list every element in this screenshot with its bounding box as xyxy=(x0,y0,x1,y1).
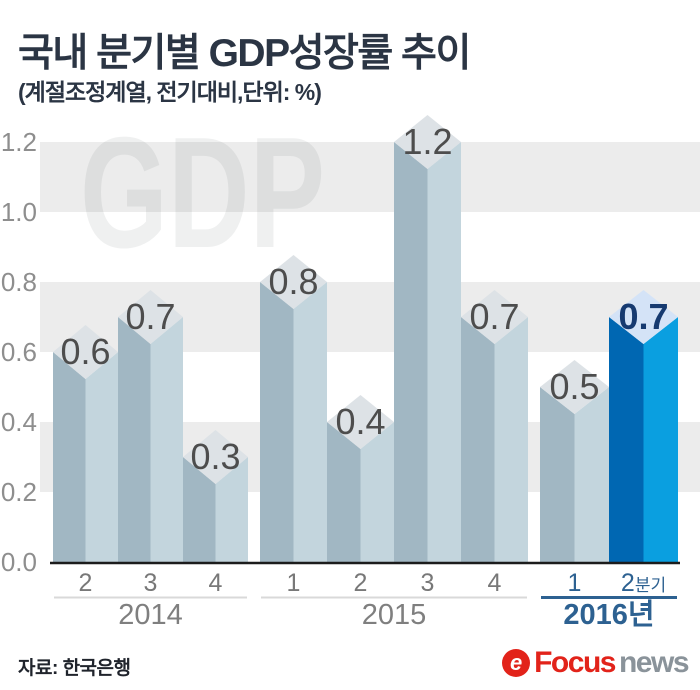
bar-left-face xyxy=(260,282,294,562)
chart-subtitle: (계절조정계열, 전기대비,단위: %) xyxy=(18,79,322,105)
bar-top-cap xyxy=(609,290,678,344)
grid-band xyxy=(40,142,700,212)
quarter-tick-label: 2분기 xyxy=(621,569,666,597)
bar-right-face xyxy=(150,317,183,562)
bar-left-face xyxy=(118,317,151,562)
bar-value-label: 0.6 xyxy=(60,331,110,372)
bar-top-cap xyxy=(53,325,118,379)
bar-right-face xyxy=(293,282,327,562)
bar-value-label: 1.2 xyxy=(402,121,452,162)
quarter-tick-label: 1 xyxy=(287,569,301,597)
y-axis-tick-label: 0.6 xyxy=(1,337,37,367)
y-axis-tick-label: 0.2 xyxy=(1,477,37,507)
y-axis-tick-label: 0.8 xyxy=(1,267,37,297)
gdp-watermark: GDP xyxy=(80,105,325,281)
quarter-tick-label: 3 xyxy=(421,569,435,597)
bar-value-label: 0.7 xyxy=(469,296,519,337)
quarter-tick-label: 4 xyxy=(488,569,502,597)
bar-top-cap xyxy=(183,430,248,484)
bar-top-cap xyxy=(461,290,528,344)
bar-top-cap xyxy=(394,115,461,169)
chart-title: 국내 분기별 GDP성장률 추이 xyxy=(18,32,471,75)
year-group-label: 2014 xyxy=(118,599,183,631)
y-axis-tick-label: 1.2 xyxy=(1,127,37,157)
year-group-label: 2015 xyxy=(362,599,427,631)
logo-text-news: news xyxy=(618,646,690,679)
bar-right-face xyxy=(85,352,118,562)
bar-left-face xyxy=(53,352,86,562)
quarter-tick-label: 2 xyxy=(354,569,368,597)
bar-left-face xyxy=(461,317,495,562)
bar-right-face xyxy=(574,387,609,562)
bar-left-face xyxy=(540,387,575,562)
bar-right-face xyxy=(643,317,678,562)
bar-value-label: 0.5 xyxy=(549,366,599,407)
bar-right-face xyxy=(494,317,528,562)
bar-top-cap xyxy=(327,395,394,449)
bar-top-cap xyxy=(540,360,609,414)
source-label: 자료: 한국은행 xyxy=(18,658,131,679)
bar-value-label: 0.7 xyxy=(125,296,175,337)
bar-top-cap xyxy=(260,255,327,309)
quarter-tick-label: 1 xyxy=(568,569,582,597)
quarter-tick-label: 4 xyxy=(209,569,223,597)
bar-left-face xyxy=(327,422,361,562)
year-group-label: 2016년 xyxy=(563,598,654,631)
focusnews-logo: e Focus news xyxy=(502,646,690,680)
bar-value-label: 0.8 xyxy=(268,261,318,302)
logo-text-focus: Focus xyxy=(534,646,616,679)
bar-right-face xyxy=(360,422,394,562)
gdp-bar-chart: GDP 1.2 1.0 0.8 0.6 0.4 0.2 0.0 0.6 0.7 0.3 0.8 0.4 1… xyxy=(1,105,700,631)
bar-right-face xyxy=(427,142,461,562)
y-axis-tick-label: 0.0 xyxy=(1,547,37,577)
quarter-tick-label: 3 xyxy=(144,569,158,597)
bar-value-label: 0.4 xyxy=(335,401,385,442)
y-axis-tick-label: 0.4 xyxy=(1,407,37,437)
bar-right-face xyxy=(215,457,248,562)
quarter-tick-label: 2 xyxy=(79,569,93,597)
bar-value-label: 0.3 xyxy=(190,436,240,477)
bar-left-face xyxy=(394,142,428,562)
bar-left-face xyxy=(609,317,644,562)
y-axis-tick-label: 1.0 xyxy=(1,197,37,227)
focusnews-swirl-icon: e xyxy=(502,649,531,677)
bar-left-face xyxy=(183,457,216,562)
bar-value-label: 0.7 xyxy=(618,296,668,337)
bar-top-cap xyxy=(118,290,183,344)
